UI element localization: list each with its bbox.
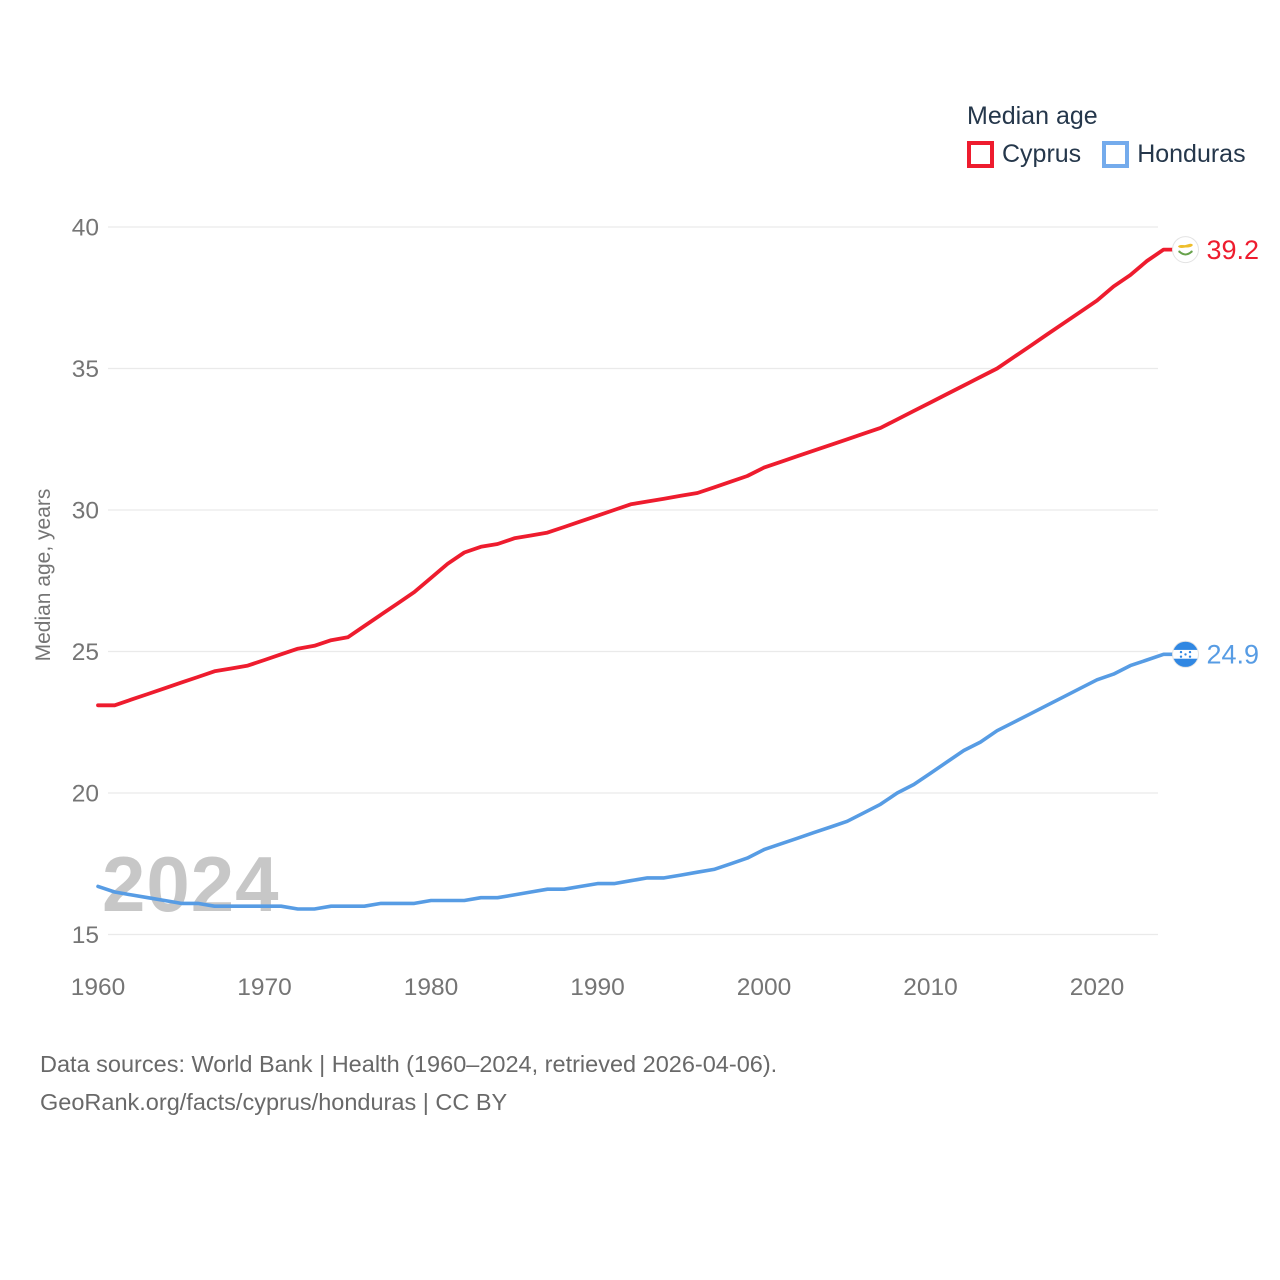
cyprus-line[interactable]: [96, 247, 1174, 708]
legend-label-cyprus: Cyprus: [1002, 140, 1082, 168]
year-watermark: 2024: [102, 840, 280, 928]
legend: Median age Cyprus Honduras: [967, 101, 1246, 168]
legend-label-honduras: Honduras: [1137, 140, 1246, 168]
x-tick-label: 2000: [737, 974, 792, 1001]
legend-title: Median age: [967, 102, 1098, 130]
x-tick-label: 1980: [404, 974, 459, 1001]
data-sources-line: Data sources: World Bank | Health (1960–…: [40, 1051, 778, 1077]
y-tick-label: 20: [72, 781, 99, 808]
median-age-chart: 40 35 30 25 20 15 1960 1970 1980 1990 20…: [71, 215, 1260, 1002]
honduras-line[interactable]: [96, 652, 1174, 911]
cyprus-flag-icon: [1172, 236, 1199, 264]
y-tick-label: 30: [72, 498, 99, 525]
honduras-swatch-icon: [1102, 141, 1130, 168]
honduras-flag-icon: [1172, 640, 1199, 668]
gridlines: [108, 226, 1158, 936]
y-tick-label: 15: [72, 922, 99, 949]
cyprus-end-value: 39.2: [1207, 235, 1260, 265]
x-tick-label: 1990: [570, 974, 625, 1001]
y-tick-label: 40: [72, 215, 99, 242]
x-tick-label: 2010: [903, 974, 958, 1001]
footer: Data sources: World Bank | Health (1960–…: [40, 1045, 777, 1121]
x-axis-ticks: 1960 1970 1980 1990 2000 2010 2020: [71, 974, 1125, 1001]
y-tick-label: 25: [72, 639, 99, 666]
honduras-end-value: 24.9: [1207, 640, 1260, 670]
x-tick-label: 2020: [1070, 974, 1125, 1001]
attribution-line: GeoRank.org/facts/cyprus/honduras | CC B…: [40, 1089, 508, 1115]
y-axis-ticks: 40 35 30 25 20 15: [72, 215, 99, 950]
y-tick-label: 35: [72, 356, 99, 383]
legend-item-cyprus[interactable]: Cyprus: [967, 141, 1081, 168]
x-tick-label: 1960: [71, 974, 126, 1001]
x-tick-label: 1970: [237, 974, 292, 1001]
legend-row: Cyprus Honduras: [967, 141, 1246, 168]
cyprus-swatch-icon: [967, 141, 994, 168]
legend-item-honduras[interactable]: Honduras: [1102, 140, 1246, 168]
